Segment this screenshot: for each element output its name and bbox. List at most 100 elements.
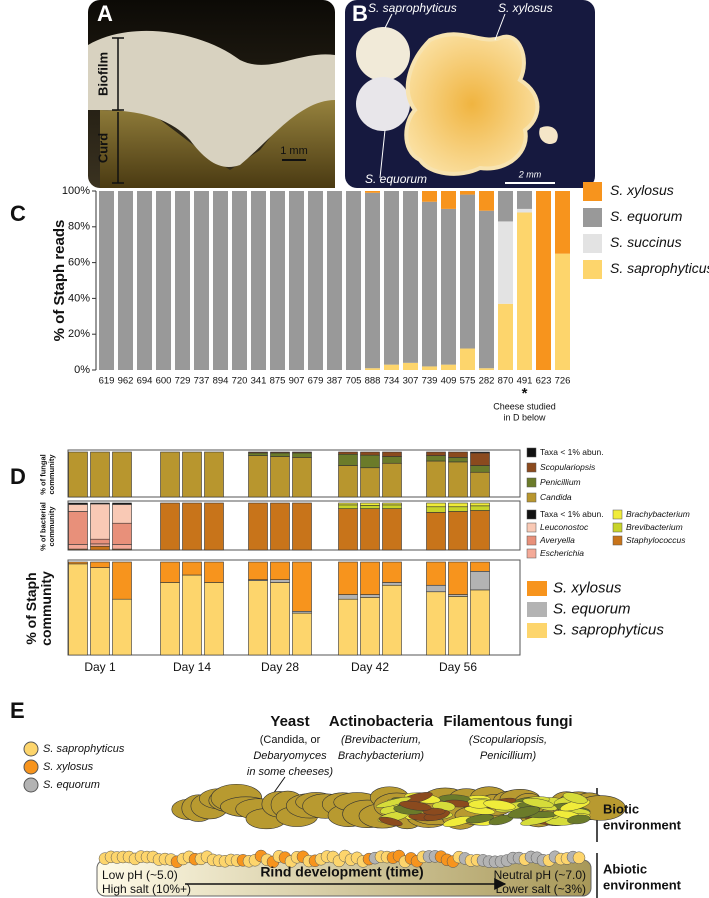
bar-segment — [68, 451, 88, 498]
condition-label: Neutral pH (~7.0) — [494, 868, 586, 882]
bar-segment — [292, 457, 312, 498]
bar-segment — [422, 201, 437, 367]
bar-segment — [360, 594, 380, 598]
bar-segment — [536, 191, 551, 370]
bar-segment — [232, 191, 247, 370]
bar-segment — [270, 452, 290, 457]
legend-swatch — [583, 208, 602, 227]
bar-segment — [384, 364, 399, 370]
condition-label: High salt (10%+) — [102, 882, 191, 896]
group-detail: (Scopulariopsis, — [469, 734, 547, 746]
scale-label: 2 mm — [518, 169, 542, 179]
legend-label: S. equorum — [610, 208, 683, 224]
bar-segment — [248, 452, 268, 456]
bar-segment — [382, 508, 402, 551]
bar-segment — [365, 192, 380, 369]
arrow-label: Rind development (time) — [260, 864, 423, 880]
group-detail: Brachybacterium) — [338, 750, 425, 762]
group-detail: Debaryomyces — [253, 750, 327, 762]
bar-segment — [90, 561, 110, 568]
bar-segment — [346, 191, 361, 370]
x-tick-label: 894 — [213, 376, 229, 387]
bar-segment — [118, 191, 133, 370]
legend-label: Candida — [540, 492, 572, 502]
legend-swatch — [583, 234, 602, 253]
legend-swatch — [526, 462, 537, 473]
y-axis-title: % of bacterial — [39, 502, 48, 551]
bar-segment — [270, 579, 290, 583]
bar-segment — [338, 453, 358, 466]
legend-swatch — [527, 602, 547, 617]
bar-segment — [112, 561, 132, 600]
x-tick-label: Day 1 — [84, 660, 116, 674]
bar-segment — [426, 451, 446, 456]
colony — [356, 27, 410, 81]
bar-segment — [426, 455, 446, 462]
y-axis-title: community — [38, 571, 54, 646]
legend-swatch — [527, 623, 547, 638]
panel-a: A Biofilm Curd 1 mm — [88, 0, 335, 188]
bar-segment — [382, 462, 402, 498]
bar-segment — [426, 460, 446, 498]
legend-swatch — [526, 509, 537, 520]
bar-segment — [248, 580, 268, 656]
legend-swatch — [526, 548, 537, 559]
bar-segment — [182, 574, 202, 656]
x-tick-label: 409 — [441, 376, 457, 387]
annotation: in D below — [503, 412, 546, 422]
bar-segment — [270, 582, 290, 656]
panel-label: E — [10, 698, 25, 723]
bar-segment — [68, 502, 88, 505]
layer-label: Biofilm — [95, 52, 110, 96]
bar-segment — [498, 221, 513, 304]
bar-segment — [360, 454, 380, 469]
bar-segment — [137, 191, 152, 370]
bar-segment — [460, 194, 475, 349]
microbe — [562, 792, 588, 804]
x-tick-label: 491 — [517, 376, 533, 387]
legend-swatch — [526, 492, 537, 503]
x-tick-label: 870 — [498, 376, 514, 387]
bar-segment — [292, 502, 312, 551]
bar-segment — [403, 191, 418, 363]
bar-segment — [360, 467, 380, 498]
bar-segment — [382, 584, 402, 656]
microbe — [483, 799, 516, 811]
bar-segment — [156, 191, 171, 370]
bar-segment — [112, 544, 132, 550]
bar-segment — [160, 451, 180, 498]
y-tick-label: 20% — [68, 328, 90, 340]
legend-label: S. succinus — [610, 234, 682, 250]
microbe — [507, 806, 541, 819]
x-tick-label: 679 — [308, 376, 324, 387]
bar-segment — [448, 506, 468, 512]
x-tick-label: 307 — [403, 376, 419, 387]
bar-segment — [441, 364, 456, 370]
bar-segment — [292, 452, 312, 458]
legend-swatch — [23, 777, 39, 793]
legend-label: Staphylococcus — [626, 535, 686, 545]
colony — [356, 77, 410, 131]
panel-e: E S. saprophyticus S. xylosus S. equorum Ye… — [10, 698, 682, 898]
legend-label: S. saprophyticus — [553, 621, 664, 638]
bar-segment — [270, 451, 290, 454]
panel-label: C — [10, 201, 26, 226]
y-tick-label: 80% — [68, 221, 90, 233]
panel-b: B S. saprophyticus S. xylosus S. equorum… — [345, 0, 595, 188]
bar-segment — [517, 208, 532, 213]
bar-segment — [460, 191, 475, 195]
bar-segment — [448, 511, 468, 551]
panel-label: D — [10, 464, 26, 489]
condition-label: Low pH (~5.0) — [102, 868, 178, 882]
legend-swatch — [526, 447, 537, 458]
group-title: Yeast — [270, 713, 309, 730]
bar-segment — [90, 503, 110, 540]
legend-swatch — [612, 535, 623, 546]
bar-segment — [555, 253, 570, 370]
x-tick-label: 888 — [365, 376, 381, 387]
microbe — [375, 796, 412, 808]
bar-segment — [292, 451, 312, 454]
bar-segment — [194, 191, 209, 370]
panel-label: A — [97, 1, 113, 26]
biofilm — [88, 30, 335, 168]
